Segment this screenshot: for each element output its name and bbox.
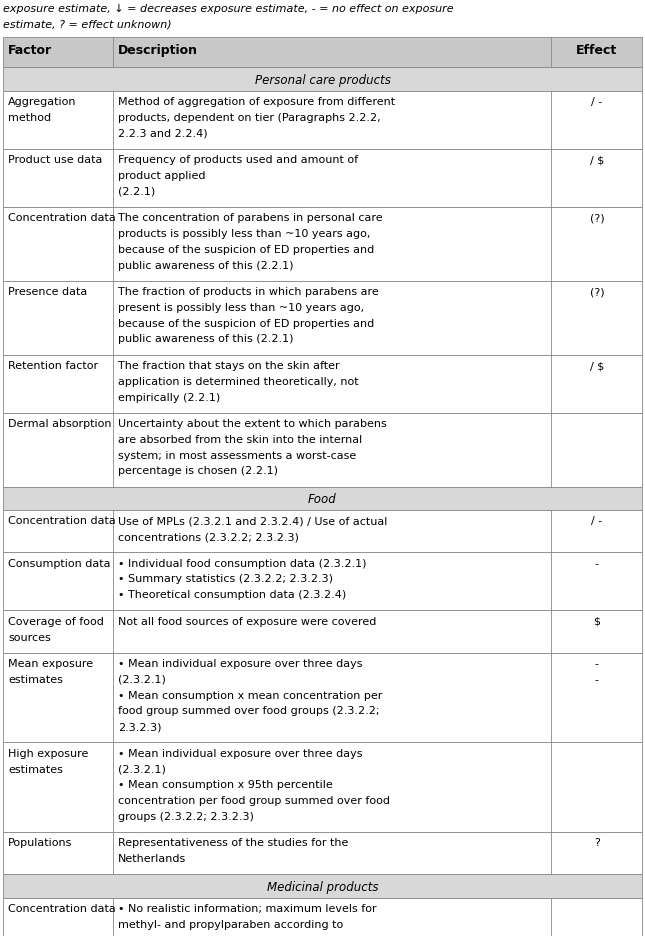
Text: product applied: product applied: [118, 170, 206, 181]
Text: products, dependent on tier (Paragraphs 2.2.2,: products, dependent on tier (Paragraphs …: [118, 112, 381, 123]
Text: Method of aggregation of exposure from different: Method of aggregation of exposure from d…: [118, 97, 395, 107]
Text: 2.2.3 and 2.2.4): 2.2.3 and 2.2.4): [118, 128, 208, 139]
Text: Personal care products: Personal care products: [255, 74, 390, 87]
Text: (2.2.1): (2.2.1): [118, 186, 155, 197]
Text: The fraction that stays on the skin after: The fraction that stays on the skin afte…: [118, 360, 340, 371]
Bar: [3, 38, 642, 68]
Text: Representativeness of the studies for the: Representativeness of the studies for th…: [118, 838, 349, 847]
Text: Description: Description: [118, 44, 198, 57]
Text: Netherlands: Netherlands: [118, 854, 186, 863]
Bar: [3, 487, 642, 510]
Text: Uncertainty about the extent to which parabens: Uncertainty about the extent to which pa…: [118, 418, 387, 429]
Text: Consumption data: Consumption data: [8, 558, 111, 568]
Text: High exposure: High exposure: [8, 748, 89, 758]
Text: exposure estimate, ↓ = decreases exposure estimate, - = no effect on exposure: exposure estimate, ↓ = decreases exposur…: [3, 4, 453, 14]
Text: Retention factor: Retention factor: [8, 360, 99, 371]
Text: • Individual food consumption data (2.3.2.1): • Individual food consumption data (2.3.…: [118, 558, 367, 568]
Bar: [3, 874, 642, 898]
Bar: [3, 653, 642, 742]
Text: products is possibly less than ~10 years ago,: products is possibly less than ~10 years…: [118, 228, 371, 239]
Bar: [3, 414, 642, 487]
Text: The fraction of products in which parabens are: The fraction of products in which parabe…: [118, 287, 379, 297]
Text: Concentration data: Concentration data: [8, 213, 116, 223]
Text: / -: / -: [591, 516, 602, 526]
Text: estimates: estimates: [8, 764, 63, 774]
Text: groups (2.3.2.2; 2.3.2.3): groups (2.3.2.2; 2.3.2.3): [118, 811, 254, 821]
Text: estimates: estimates: [8, 674, 63, 684]
Text: Aggregation: Aggregation: [8, 97, 77, 107]
Text: Frequency of products used and amount of: Frequency of products used and amount of: [118, 155, 359, 165]
Text: because of the suspicion of ED properties and: because of the suspicion of ED propertie…: [118, 318, 375, 329]
Text: / $: / $: [590, 360, 604, 371]
Bar: [3, 832, 642, 874]
Bar: [3, 610, 642, 653]
Text: • Theoretical consumption data (2.3.2.4): • Theoretical consumption data (2.3.2.4): [118, 590, 346, 600]
Text: Factor: Factor: [8, 44, 52, 57]
Text: -: -: [595, 659, 599, 668]
Text: • Mean consumption x mean concentration per: • Mean consumption x mean concentration …: [118, 690, 382, 700]
Bar: [3, 742, 642, 832]
Text: application is determined theoretically, not: application is determined theoretically,…: [118, 376, 359, 387]
Text: / $: / $: [590, 155, 604, 165]
Text: public awareness of this (2.2.1): public awareness of this (2.2.1): [118, 334, 294, 344]
Bar: [3, 92, 642, 150]
Text: Medicinal products: Medicinal products: [267, 880, 378, 893]
Text: food group summed over food groups (2.3.2.2;: food group summed over food groups (2.3.…: [118, 706, 380, 716]
Bar: [3, 68, 642, 92]
Text: Concentration data: Concentration data: [8, 903, 116, 914]
Text: present is possibly less than ~10 years ago,: present is possibly less than ~10 years …: [118, 302, 364, 313]
Text: Mean exposure: Mean exposure: [8, 659, 94, 668]
Text: • Mean consumption x 95th percentile: • Mean consumption x 95th percentile: [118, 780, 333, 789]
Text: (?): (?): [590, 287, 604, 297]
Bar: [3, 552, 642, 610]
Text: • Summary statistics (2.3.2.2; 2.3.2.3): • Summary statistics (2.3.2.2; 2.3.2.3): [118, 574, 333, 584]
Text: concentration per food group summed over food: concentration per food group summed over…: [118, 796, 390, 805]
Text: ?: ?: [594, 838, 600, 847]
Text: $: $: [593, 616, 600, 626]
Text: Product use data: Product use data: [8, 155, 103, 165]
Text: -: -: [595, 674, 599, 684]
Text: percentage is chosen (2.2.1): percentage is chosen (2.2.1): [118, 466, 279, 475]
Text: Concentration data: Concentration data: [8, 516, 116, 526]
Bar: [3, 282, 642, 356]
Text: concentrations (2.3.2.2; 2.3.2.3): concentrations (2.3.2.2; 2.3.2.3): [118, 532, 299, 541]
Text: (2.3.2.1): (2.3.2.1): [118, 764, 166, 774]
Text: methyl- and propylparaben according to: methyl- and propylparaben according to: [118, 919, 344, 929]
Text: Food: Food: [308, 492, 337, 505]
Text: because of the suspicion of ED properties and: because of the suspicion of ED propertie…: [118, 244, 375, 255]
Text: empirically (2.2.1): empirically (2.2.1): [118, 392, 221, 402]
Text: The concentration of parabens in personal care: The concentration of parabens in persona…: [118, 213, 383, 223]
Text: Effect: Effect: [576, 44, 617, 57]
Text: Coverage of food: Coverage of food: [8, 616, 104, 626]
Text: Populations: Populations: [8, 838, 73, 847]
Bar: [3, 356, 642, 414]
Text: (?): (?): [590, 213, 604, 223]
Text: -: -: [595, 558, 599, 568]
Bar: [3, 510, 642, 552]
Bar: [3, 898, 642, 936]
Text: method: method: [8, 112, 52, 123]
Text: Presence data: Presence data: [8, 287, 88, 297]
Text: public awareness of this (2.2.1): public awareness of this (2.2.1): [118, 260, 294, 271]
Text: • Mean individual exposure over three days: • Mean individual exposure over three da…: [118, 659, 363, 668]
Text: Use of MPLs (2.3.2.1 and 2.3.2.4) / Use of actual: Use of MPLs (2.3.2.1 and 2.3.2.4) / Use …: [118, 516, 388, 526]
Bar: [3, 208, 642, 282]
Text: estimate, ? = effect unknown): estimate, ? = effect unknown): [3, 20, 172, 30]
Text: Not all food sources of exposure were covered: Not all food sources of exposure were co…: [118, 616, 377, 626]
Text: system; in most assessments a worst-case: system; in most assessments a worst-case: [118, 450, 357, 461]
Text: sources: sources: [8, 632, 51, 642]
Text: / -: / -: [591, 97, 602, 107]
Text: • No realistic information; maximum levels for: • No realistic information; maximum leve…: [118, 903, 377, 914]
Bar: [3, 150, 642, 208]
Text: • Mean individual exposure over three days: • Mean individual exposure over three da…: [118, 748, 363, 758]
Text: are absorbed from the skin into the internal: are absorbed from the skin into the inte…: [118, 434, 362, 445]
Text: (2.3.2.1): (2.3.2.1): [118, 674, 166, 684]
Text: 2.3.2.3): 2.3.2.3): [118, 722, 162, 731]
Text: Dermal absorption: Dermal absorption: [8, 418, 112, 429]
